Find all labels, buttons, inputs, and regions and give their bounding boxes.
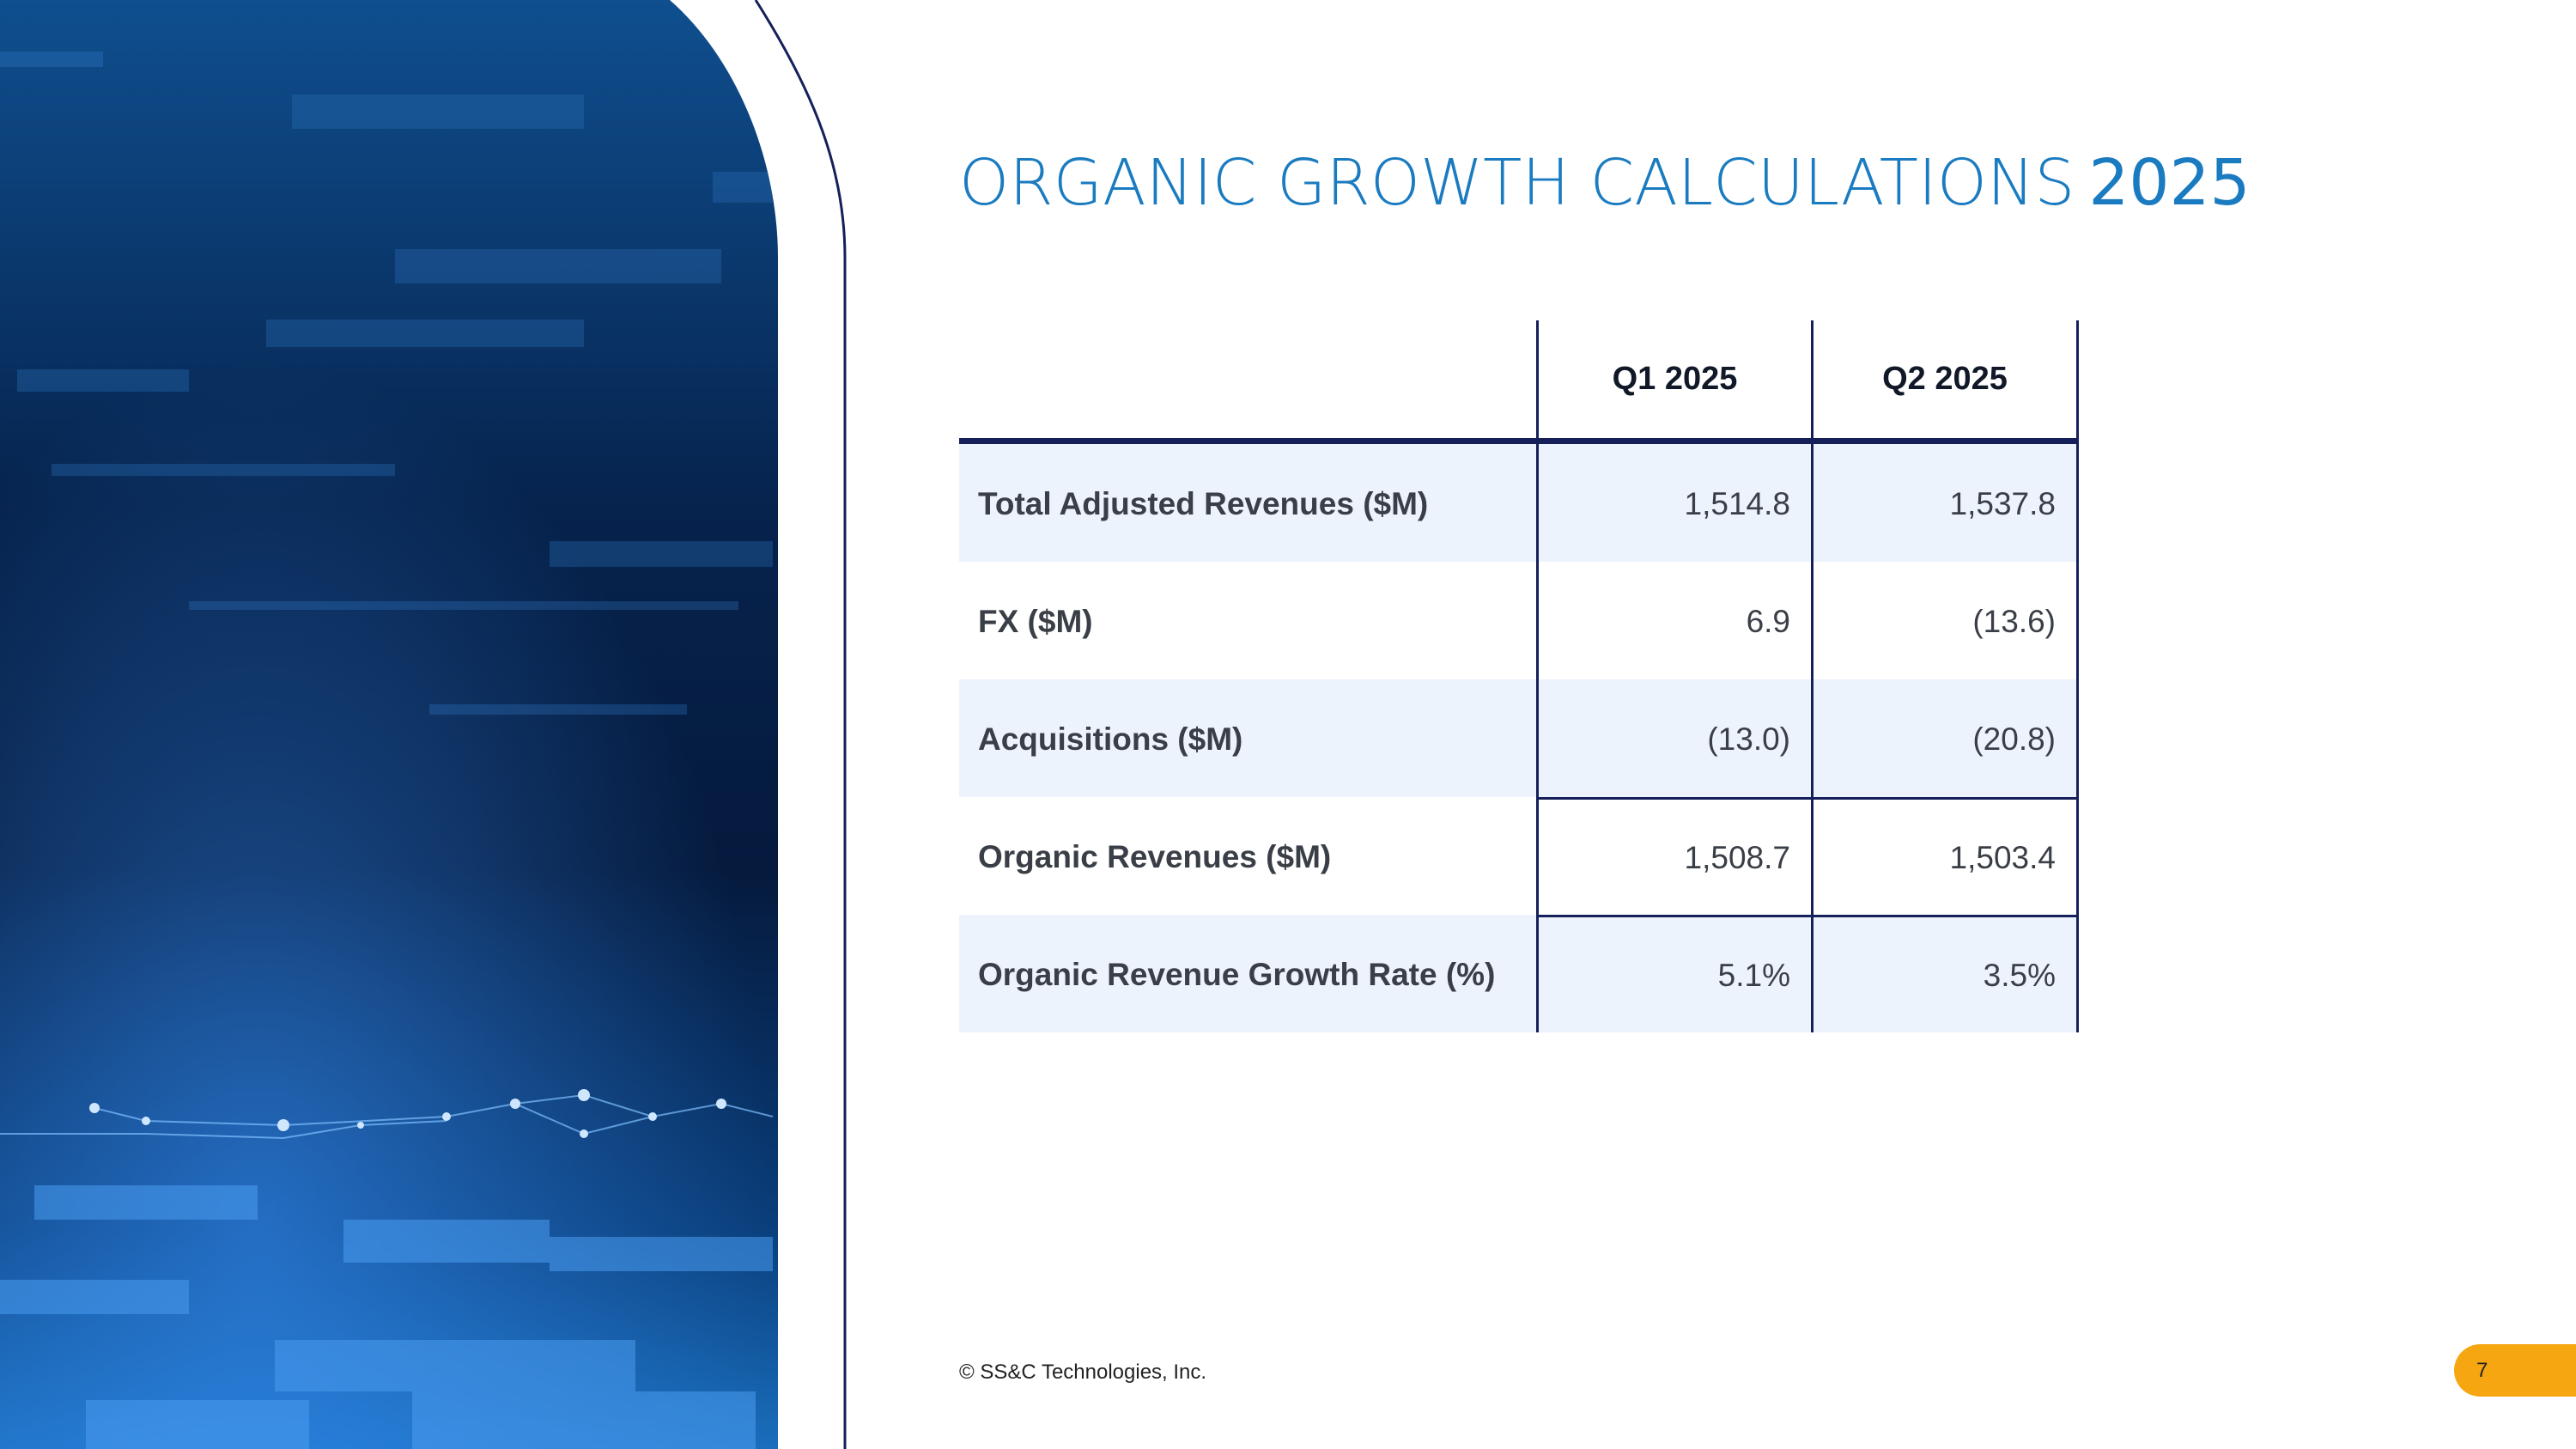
row-q1-value: (13.0)	[1536, 679, 1811, 797]
row-q2-value: 1,537.8	[1811, 444, 2079, 562]
row-label: Organic Revenues ($M)	[978, 838, 1332, 874]
row-label: FX ($M)	[978, 603, 1093, 639]
table-row: Organic Revenues ($M) 1,508.7 1,503.4	[959, 797, 2079, 915]
row-label: Total Adjusted Revenues ($M)	[959, 444, 1536, 562]
copyright-footer: © SS&C Technologies, Inc.	[959, 1361, 1207, 1384]
hero-background-image	[0, 0, 847, 1449]
row-q1-value: 1,514.8	[1536, 444, 1811, 562]
row-q2-value: 3.5%	[1811, 915, 2079, 1032]
header-label-cell	[959, 320, 1536, 438]
table-row: Organic Revenue Growth Rate (%) 5.1% 3.5…	[959, 915, 2079, 1032]
header-q2-2025: Q2 2025	[1811, 320, 2079, 438]
header-q1-2025: Q1 2025	[1536, 320, 1811, 438]
table-row: FX ($M) 6.9 (13.6)	[959, 562, 2079, 679]
row-q2-value: 1,503.4	[1811, 797, 2079, 915]
slide-title-year: 2025	[2088, 146, 2251, 220]
slide-title: ORGANIC GROWTH CALCULATIONS 2025	[959, 146, 2251, 220]
row-q1-value: 6.9	[1536, 562, 1811, 679]
row-label: Organic Revenue Growth Rate (%)	[959, 915, 1536, 1032]
table-row: Acquisitions ($M) (13.0) (20.8)	[959, 679, 2079, 797]
slide-title-text: ORGANIC GROWTH CALCULATIONS	[959, 146, 2075, 220]
row-q2-value: (20.8)	[1811, 679, 2079, 797]
row-q2-value: (13.6)	[1811, 562, 2079, 679]
row-label: Acquisitions ($M)	[959, 679, 1536, 797]
table-row: Total Adjusted Revenues ($M) 1,514.8 1,5…	[959, 444, 2079, 562]
page-number-badge: 7	[2454, 1344, 2576, 1397]
row-q1-value: 5.1%	[1536, 915, 1811, 1032]
row-q1-value: 1,508.7	[1536, 797, 1811, 915]
table-header-row: Q1 2025 Q2 2025	[959, 320, 2079, 444]
organic-growth-table: Q1 2025 Q2 2025 Total Adjusted Revenues …	[959, 320, 2079, 1032]
page-number: 7	[2476, 1358, 2488, 1382]
